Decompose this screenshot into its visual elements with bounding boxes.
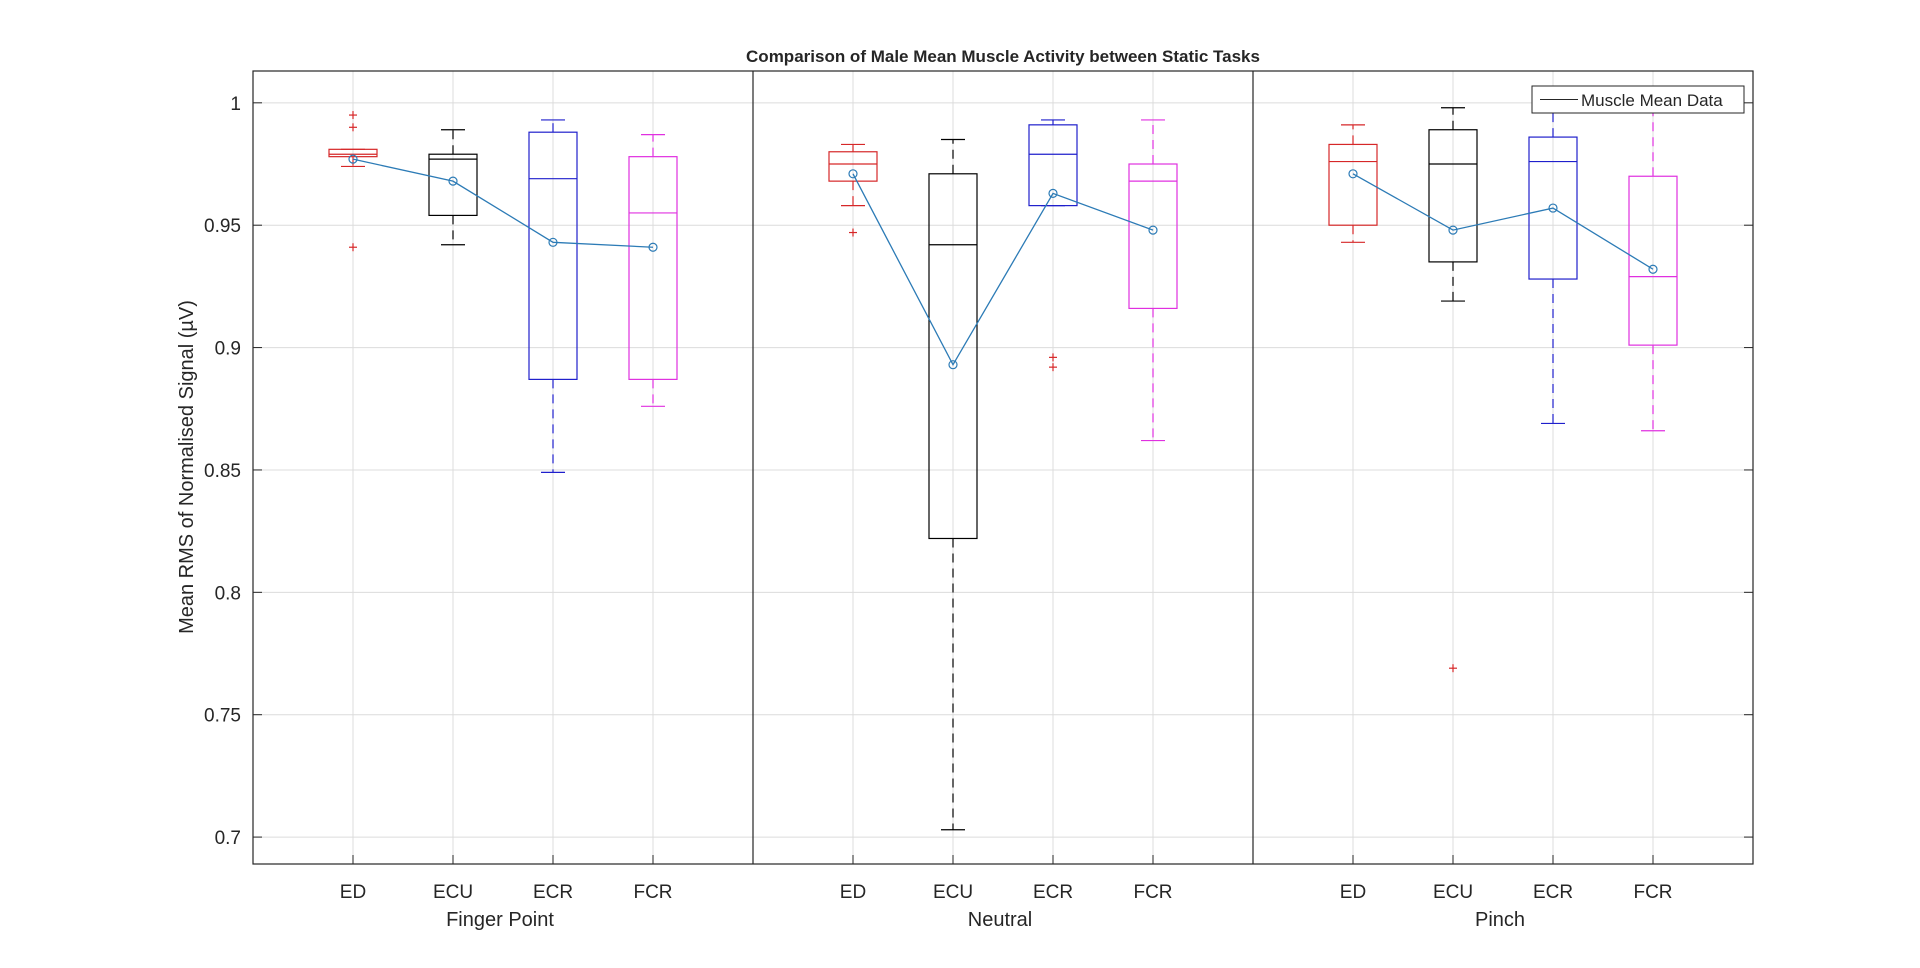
- mean-point: [1148, 225, 1158, 235]
- box-ecr: [1028, 119, 1078, 372]
- mean-lines: [348, 154, 1658, 370]
- box-ecu: [1428, 107, 1478, 673]
- box-fcr: [628, 134, 678, 407]
- x-tick-label: ECU: [1433, 882, 1473, 903]
- y-tick-label: 0.95: [204, 216, 241, 237]
- task-labels: Finger Point Neutral Pinch: [446, 909, 1525, 931]
- box-ecu: [928, 138, 978, 831]
- task-label: Neutral: [968, 909, 1032, 931]
- y-axis-ticks: 0.7 0.75 0.8 0.85 0.9 0.95 1: [204, 94, 1753, 849]
- box-ecr: [528, 119, 578, 473]
- box-iqr: [528, 131, 578, 380]
- y-tick-label: 1: [230, 94, 241, 115]
- plot-frame: [252, 70, 1754, 865]
- box-iqr: [428, 153, 478, 217]
- box-ed: [328, 111, 378, 252]
- x-tick-label: ED: [340, 882, 366, 903]
- mean-point: [1048, 188, 1058, 198]
- y-tick-label: 0.75: [204, 706, 241, 727]
- x-tick-label: ED: [840, 882, 866, 903]
- box-fcr: [1128, 119, 1178, 442]
- box-iqr: [1028, 124, 1078, 207]
- mean-line-finger-point: [352, 158, 654, 248]
- y-tick-label: 0.9: [215, 339, 241, 360]
- x-tick-label: FCR: [633, 882, 672, 903]
- x-tick-label: ECR: [1033, 882, 1073, 903]
- mean-point: [1348, 169, 1358, 179]
- task-label: Pinch: [1475, 909, 1525, 931]
- mean-point: [1548, 203, 1558, 213]
- grid: [253, 71, 1753, 864]
- mean-point: [848, 169, 858, 179]
- mean-line-pinch: [1352, 173, 1654, 270]
- x-tick-label: FCR: [1633, 882, 1672, 903]
- box-iqr: [1628, 175, 1678, 346]
- box-iqr: [928, 173, 978, 540]
- task-label: Finger Point: [446, 909, 554, 931]
- mean-point: [948, 360, 958, 370]
- boxes: [328, 104, 1678, 831]
- mean-point: [1648, 264, 1658, 274]
- legend-label: Muscle Mean Data: [1581, 91, 1723, 110]
- mean-point: [548, 237, 558, 247]
- mean-point: [448, 176, 458, 186]
- box-ed: [828, 143, 878, 237]
- legend: Muscle Mean Data: [1531, 85, 1745, 114]
- box-ecr: [1528, 104, 1578, 425]
- y-tick-label: 0.8: [215, 583, 241, 604]
- x-tick-label: ECR: [533, 882, 573, 903]
- x-tick-label: ED: [1340, 882, 1366, 903]
- x-tick-label: FCR: [1133, 882, 1172, 903]
- y-tick-label: 0.7: [215, 828, 241, 849]
- box-iqr: [1128, 163, 1178, 310]
- y-axis-label: Mean RMS of Normalised Signal (µV): [176, 300, 198, 634]
- mean-point: [648, 242, 658, 252]
- box-ed: [1328, 124, 1378, 243]
- box-iqr: [1528, 136, 1578, 280]
- x-tick-label: ECU: [933, 882, 973, 903]
- chart-title: Comparison of Male Mean Muscle Activity …: [746, 47, 1260, 66]
- x-tick-label: ECR: [1533, 882, 1573, 903]
- mean-point: [348, 154, 358, 164]
- box-iqr: [1328, 143, 1378, 226]
- box-iqr: [828, 151, 878, 182]
- group-separators: [752, 71, 1254, 864]
- y-tick-label: 0.85: [204, 461, 241, 482]
- x-tick-label: ECU: [433, 882, 473, 903]
- box-iqr: [1428, 129, 1478, 263]
- box-iqr: [628, 156, 678, 380]
- box-ecu: [428, 129, 478, 246]
- box-iqr: [328, 148, 378, 158]
- plot-area: [253, 71, 1753, 864]
- x-axis-ticks: ED ECU ECR FCR ED ECU ECR FCR ED ECU ECR FCR: [340, 855, 1673, 903]
- mean-line-neutral: [852, 173, 1154, 367]
- mean-point: [1448, 225, 1458, 235]
